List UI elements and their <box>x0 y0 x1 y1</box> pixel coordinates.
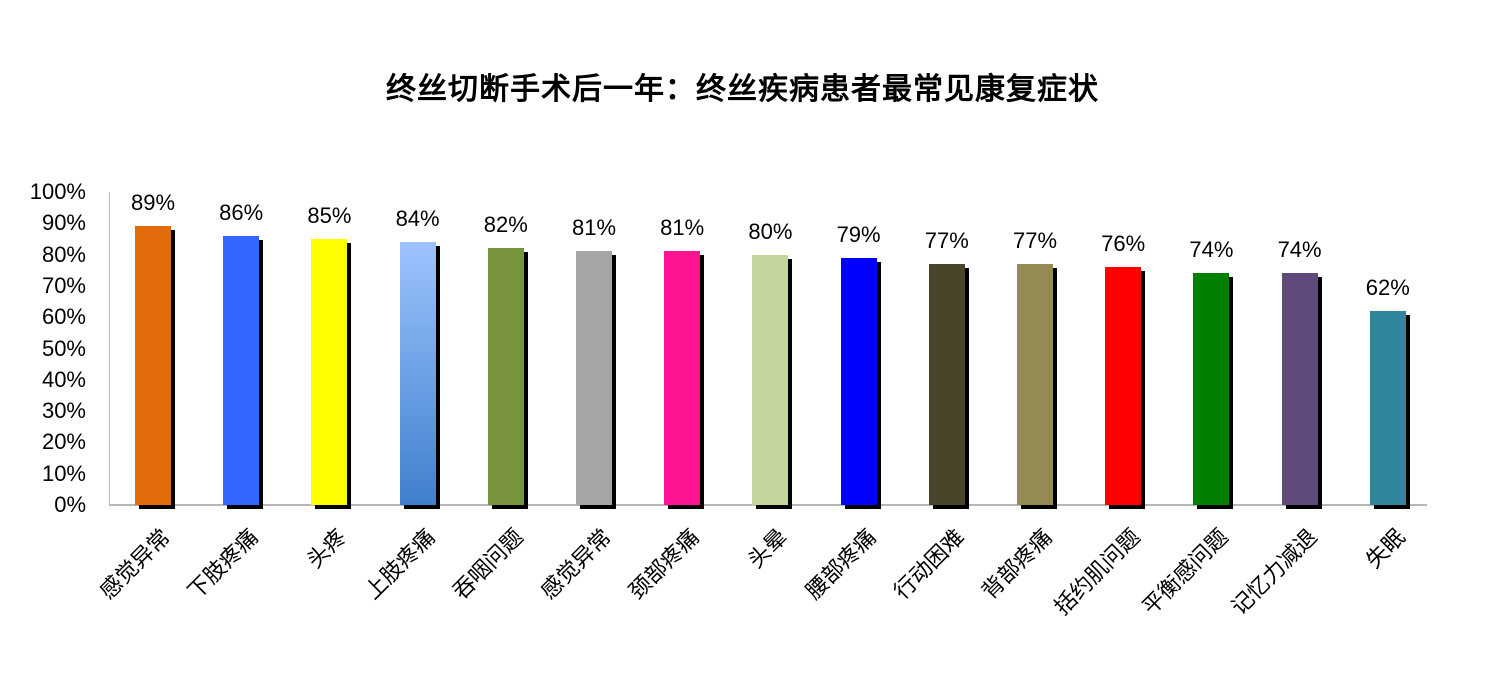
data-label: 81% <box>571 215 617 241</box>
y-tick-label: 100% <box>29 179 86 204</box>
x-tick-label: 感觉异常 <box>536 524 617 605</box>
bar <box>1105 267 1146 509</box>
bar-fill <box>487 248 524 505</box>
y-tick-label: 10% <box>41 460 86 486</box>
bar <box>1193 273 1234 509</box>
bar-fill <box>1193 273 1230 505</box>
x-tick-label: 背部疼痛 <box>977 524 1058 605</box>
bar-fill <box>928 263 965 505</box>
y-tick-label: 70% <box>41 272 86 298</box>
x-tick-label: 颈部疼痛 <box>624 524 705 605</box>
data-label: 85% <box>307 202 352 228</box>
data-label: 84% <box>395 206 440 232</box>
bar <box>752 254 793 509</box>
x-tick-label: 腰部疼痛 <box>801 524 882 605</box>
bar <box>576 251 616 509</box>
y-tick-label: 20% <box>41 429 86 455</box>
x-tick-label: 括约肌问题 <box>1050 524 1146 621</box>
x-tick-label: 吞咽问题 <box>448 524 529 605</box>
bar-fill <box>1017 263 1053 505</box>
data-label: 77% <box>924 227 969 253</box>
bar <box>1017 263 1057 509</box>
bar-fill <box>840 257 877 505</box>
x-tick-label: 失眠 <box>1361 524 1411 574</box>
bar <box>487 248 528 509</box>
data-label: 74% <box>1189 237 1234 263</box>
data-label: 80% <box>748 218 793 244</box>
bar <box>311 238 352 509</box>
data-label: 62% <box>1365 274 1410 300</box>
data-label: 86% <box>219 199 264 225</box>
bar-fill <box>752 254 789 505</box>
x-tick-label: 上肢疼痛 <box>360 524 441 605</box>
y-tick-label: 80% <box>41 241 86 267</box>
y-axis-line <box>109 192 110 505</box>
y-tick-label: 60% <box>41 304 86 330</box>
x-tick-label: 行动困难 <box>889 524 970 605</box>
x-tick-label: 头疼 <box>303 524 352 574</box>
x-tick-label: 记忆力减退 <box>1226 524 1323 621</box>
bar <box>1281 273 1322 509</box>
bar <box>223 235 264 509</box>
bar <box>1369 310 1410 509</box>
data-label: 76% <box>1101 231 1146 257</box>
bar <box>840 257 881 509</box>
bar <box>928 263 969 509</box>
data-label: 79% <box>836 221 881 247</box>
bar-fill <box>399 242 436 505</box>
y-tick-label: 30% <box>41 398 86 424</box>
x-tick-label: 头晕 <box>744 524 793 574</box>
data-label: 89% <box>130 190 176 216</box>
x-tick-label: 平衡感问题 <box>1138 524 1234 621</box>
data-label: 81% <box>660 215 705 241</box>
bar <box>664 251 705 509</box>
bar-fill <box>664 251 701 505</box>
y-tick-label: 90% <box>41 210 86 236</box>
bar-fill <box>1105 267 1142 505</box>
bar-fill <box>1369 310 1406 505</box>
data-label: 77% <box>1012 227 1058 253</box>
bar-fill <box>223 235 260 505</box>
chart-title: 终丝切断手术后一年：终丝疾病患者最常见康复症状 <box>386 72 1099 107</box>
y-tick-label: 0% <box>54 492 86 517</box>
bar <box>135 226 175 509</box>
x-tick-label: 感觉异常 <box>95 524 176 605</box>
y-tick-label: 40% <box>41 366 86 392</box>
x-tick-label: 下肢疼痛 <box>183 524 264 605</box>
data-label: 74% <box>1277 237 1322 263</box>
y-tick-label: 50% <box>41 335 86 361</box>
data-label: 82% <box>483 212 528 238</box>
bar-fill <box>311 238 348 505</box>
bar-fill <box>576 251 612 505</box>
bar-fill <box>135 226 171 505</box>
bar-fill <box>1281 273 1318 505</box>
bar <box>399 242 440 509</box>
